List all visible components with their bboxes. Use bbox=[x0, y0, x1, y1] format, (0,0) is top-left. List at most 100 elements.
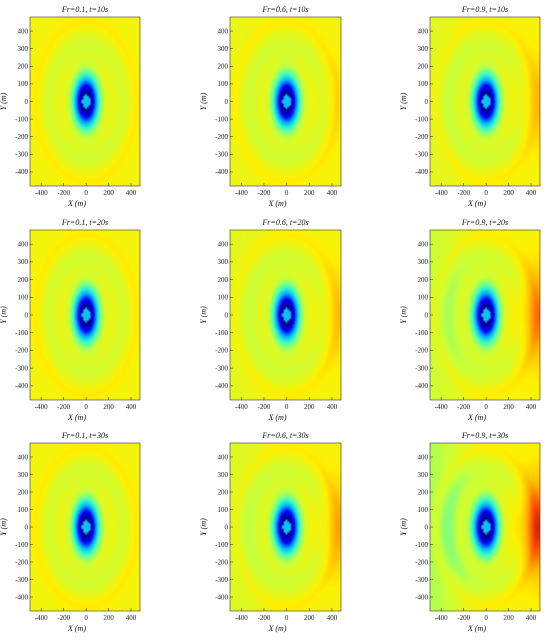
panel-4: Fr=0.1, t=20s -400 -200 0 200 400 -400 -300 -200… bbox=[0, 218, 141, 422]
panel-8: Fr=0.6, t=30s -400 -200 0 200 400 -400 -300 -200… bbox=[199, 431, 342, 633]
y-tick-label: 0 bbox=[425, 523, 429, 531]
x-tick-label: 200 bbox=[103, 614, 114, 622]
y-tick-label: -400 bbox=[15, 593, 28, 601]
panel-title: Fr=0.6, t=30s bbox=[261, 431, 308, 440]
x-tick-label: -400 bbox=[235, 614, 248, 622]
y-tick-label: 400 bbox=[18, 453, 29, 461]
x-tick-label: -200 bbox=[457, 614, 470, 622]
y-tick-label: 400 bbox=[418, 27, 429, 35]
y-tick-label: -100 bbox=[415, 115, 428, 123]
panel-9: Fr=0.9, t=30s -400 -200 0 200 400 -400 -300 -200… bbox=[399, 431, 541, 633]
y-tick-label: -400 bbox=[15, 168, 28, 176]
y-tick-label: 400 bbox=[218, 27, 229, 35]
y-axis-label: Y (m) bbox=[199, 306, 208, 324]
y-tick-label: -100 bbox=[215, 115, 228, 123]
y-tick-label: -400 bbox=[415, 593, 428, 601]
panel-title: Fr=0.6, t=20s bbox=[261, 218, 308, 227]
y-tick-label: 0 bbox=[425, 98, 429, 106]
panel-1: Fr=0.1, t=10s -400 -200 0 200 400 -400 -300 -200… bbox=[0, 5, 141, 208]
x-tick-label: 0 bbox=[84, 189, 88, 197]
x-tick-label: 400 bbox=[126, 403, 137, 411]
y-tick-label: 100 bbox=[18, 80, 29, 88]
y-tick-label: -200 bbox=[415, 558, 428, 566]
y-tick-label: -200 bbox=[215, 133, 228, 141]
x-tick-label: 200 bbox=[103, 189, 114, 197]
y-tick-label: 200 bbox=[218, 276, 229, 284]
y-tick-label: -300 bbox=[415, 151, 428, 159]
y-tick-label: 200 bbox=[18, 276, 29, 284]
y-tick-label: 100 bbox=[418, 80, 429, 88]
y-axis-label: Y (m) bbox=[0, 518, 8, 536]
panel-title: Fr=0.9, t=20s bbox=[461, 218, 508, 227]
panel-title: Fr=0.1, t=30s bbox=[61, 431, 108, 440]
y-tick-label: 300 bbox=[18, 258, 29, 266]
x-tick-label: -400 bbox=[235, 189, 248, 197]
y-tick-label: 300 bbox=[218, 258, 229, 266]
y-axis-label: Y (m) bbox=[199, 92, 208, 110]
x-tick-label: 400 bbox=[526, 403, 537, 411]
y-tick-label: -300 bbox=[15, 576, 28, 584]
y-tick-label: 400 bbox=[18, 240, 29, 248]
x-tick-label: -200 bbox=[258, 403, 271, 411]
y-tick-label: 300 bbox=[18, 45, 29, 53]
heatmap-field bbox=[30, 17, 140, 186]
x-tick-label: 0 bbox=[285, 403, 289, 411]
y-tick-label: 100 bbox=[18, 506, 29, 514]
x-tick-label: 400 bbox=[126, 614, 137, 622]
y-tick-label: 300 bbox=[418, 45, 429, 53]
x-tick-label: 400 bbox=[526, 614, 537, 622]
y-tick-label: -300 bbox=[415, 576, 428, 584]
y-tick-label: -300 bbox=[215, 151, 228, 159]
y-tick-label: -200 bbox=[215, 558, 228, 566]
y-tick-label: -100 bbox=[215, 541, 228, 549]
x-tick-label: 0 bbox=[484, 189, 488, 197]
y-tick-label: -300 bbox=[215, 364, 228, 372]
x-tick-label: -200 bbox=[457, 189, 470, 197]
heatmap-field bbox=[30, 443, 140, 611]
y-tick-label: 200 bbox=[418, 488, 429, 496]
y-tick-label: 100 bbox=[218, 506, 229, 514]
y-axis-label: Y (m) bbox=[0, 306, 8, 324]
x-tick-label: -200 bbox=[57, 403, 70, 411]
y-tick-label: -100 bbox=[415, 541, 428, 549]
x-tick-label: 400 bbox=[327, 189, 338, 197]
panel-title: Fr=0.1, t=10s bbox=[61, 5, 108, 14]
y-tick-label: -400 bbox=[415, 168, 428, 176]
y-tick-label: -200 bbox=[15, 558, 28, 566]
x-tick-label: 200 bbox=[103, 403, 114, 411]
y-tick-label: 300 bbox=[418, 258, 429, 266]
y-tick-label: -100 bbox=[15, 329, 28, 337]
x-tick-label: -200 bbox=[258, 614, 271, 622]
x-tick-label: 0 bbox=[285, 189, 289, 197]
heatmap-field bbox=[230, 230, 341, 400]
x-tick-label: 400 bbox=[327, 614, 338, 622]
y-tick-label: 200 bbox=[218, 63, 229, 71]
y-tick-label: 100 bbox=[18, 294, 29, 302]
x-tick-label: -200 bbox=[457, 403, 470, 411]
y-tick-label: -400 bbox=[215, 593, 228, 601]
x-tick-label: -200 bbox=[258, 189, 271, 197]
x-tick-label: 0 bbox=[484, 403, 488, 411]
x-tick-label: 200 bbox=[503, 403, 514, 411]
y-tick-label: -400 bbox=[415, 382, 428, 390]
x-tick-label: -400 bbox=[435, 614, 448, 622]
y-axis-label: Y (m) bbox=[399, 306, 408, 324]
y-axis-label: Y (m) bbox=[399, 518, 408, 536]
y-tick-label: 200 bbox=[418, 63, 429, 71]
x-tick-label: 0 bbox=[84, 403, 88, 411]
y-tick-label: 400 bbox=[18, 27, 29, 35]
y-tick-label: 400 bbox=[418, 240, 429, 248]
x-tick-label: 0 bbox=[285, 614, 289, 622]
y-tick-label: -400 bbox=[15, 382, 28, 390]
y-tick-label: 0 bbox=[25, 523, 29, 531]
x-tick-label: -400 bbox=[435, 189, 448, 197]
y-tick-label: 400 bbox=[418, 453, 429, 461]
y-tick-label: 300 bbox=[218, 45, 229, 53]
y-axis-label: Y (m) bbox=[0, 92, 8, 110]
x-tick-label: 400 bbox=[327, 403, 338, 411]
y-tick-label: 400 bbox=[218, 453, 229, 461]
x-axis-label: X (m) bbox=[67, 413, 86, 422]
y-tick-label: 0 bbox=[25, 311, 29, 319]
y-tick-label: -200 bbox=[215, 347, 228, 355]
x-axis-label: X (m) bbox=[268, 624, 287, 633]
